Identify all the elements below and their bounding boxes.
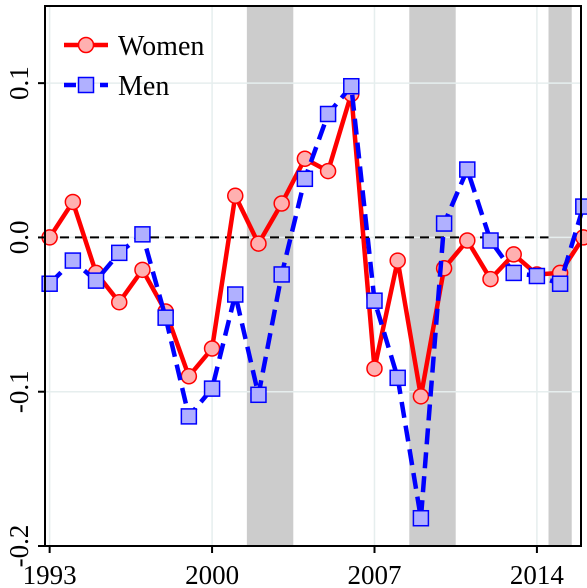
data-point-women-1994 — [64, 193, 82, 211]
y-tick-label-3: 0.1 — [4, 66, 34, 100]
legend-marker-women — [77, 36, 95, 54]
data-point-women-2007 — [366, 360, 383, 377]
data-point-women-2012 — [482, 270, 499, 288]
legend-label-women: Women — [118, 31, 204, 62]
data-point-women-1996 — [111, 293, 128, 311]
data-point-women-1999 — [180, 368, 198, 385]
data-point-men-2014 — [528, 267, 546, 285]
data-point-men-2011 — [459, 161, 476, 178]
plot-frame — [44, 5, 582, 547]
y-axis: -0.2 -0.1 0.0 0.1 — [4, 66, 45, 567]
legend-item-women: Women — [64, 31, 204, 62]
data-point-men-2012 — [482, 232, 499, 249]
data-point-women-2011 — [459, 232, 476, 249]
data-point-men-2015 — [551, 275, 569, 292]
x-tick-label-1: 2000 — [185, 560, 239, 588]
data-point-men-2000 — [203, 380, 221, 397]
data-point-men-2013 — [505, 264, 522, 282]
data-point-men-1998 — [157, 309, 174, 326]
data-point-women-2003 — [273, 195, 290, 212]
legend-marker-men — [77, 76, 95, 94]
data-point-men-1997 — [134, 226, 151, 243]
x-axis: 1993 2000 2007 2014 — [23, 546, 565, 588]
data-point-men-2001 — [227, 286, 244, 303]
y-tick-label-1: -0.1 — [4, 370, 34, 413]
shaded-period-1 — [409, 6, 456, 546]
data-point-women-1997 — [134, 261, 151, 279]
legend: Women Men — [64, 31, 204, 102]
data-point-women-2013 — [505, 246, 522, 263]
data-point-men-2008 — [389, 369, 406, 387]
data-point-women-2001 — [227, 187, 244, 205]
data-point-men-1995 — [87, 272, 105, 289]
x-tick-label-2: 2007 — [347, 560, 401, 588]
data-point-men-2009 — [412, 509, 430, 527]
data-point-men-1996 — [111, 244, 128, 262]
y-tick-label-0: -0.2 — [4, 525, 34, 568]
data-point-women-2009 — [412, 388, 430, 405]
data-point-men-2002 — [250, 386, 267, 404]
x-tick-label-0: 1993 — [23, 560, 77, 588]
data-point-women-2000 — [203, 340, 221, 357]
data-point-men-2005 — [319, 105, 337, 123]
x-tick-label-3: 2014 — [510, 560, 565, 588]
data-point-men-1994 — [64, 252, 82, 269]
y-tick-label-2: 0.0 — [4, 221, 34, 255]
data-point-women-2005 — [319, 162, 337, 180]
data-point-women-2008 — [389, 252, 406, 269]
data-point-men-1999 — [180, 408, 198, 425]
data-point-men-2010 — [435, 215, 453, 232]
legend-label-men: Men — [118, 71, 169, 102]
data-point-men-2003 — [273, 266, 290, 283]
data-point-men-2007 — [366, 292, 383, 309]
legend-item-men: Men — [64, 71, 169, 102]
data-point-men-2006 — [343, 77, 360, 95]
data-point-women-2002 — [250, 235, 267, 252]
data-point-men-2004 — [296, 170, 314, 188]
